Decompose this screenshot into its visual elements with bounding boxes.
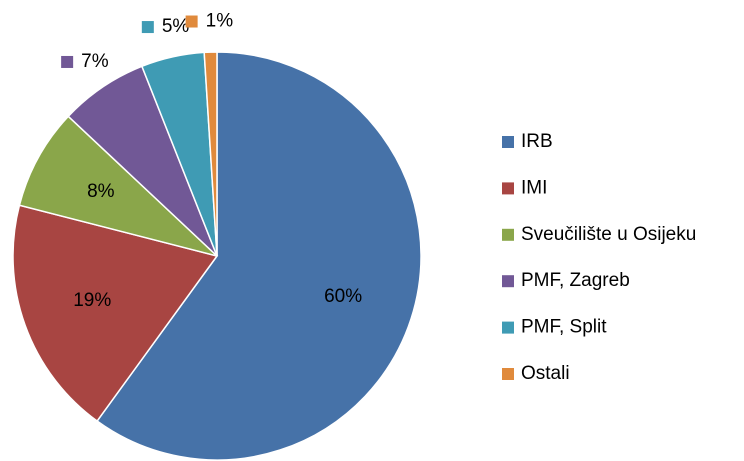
data-label: 7%	[81, 51, 109, 72]
legend-swatch	[502, 182, 514, 195]
legend-swatch	[502, 368, 514, 380]
label-marker	[61, 55, 74, 68]
data-label: 60%	[324, 286, 362, 307]
legend-swatch	[502, 275, 514, 288]
legend-swatch	[502, 136, 514, 148]
legend-label: IMI	[521, 177, 547, 198]
pie-slice	[203, 51, 218, 257]
data-label: 19%	[73, 290, 111, 311]
data-label: 8%	[87, 181, 115, 202]
legend-label: IRB	[521, 131, 553, 152]
legend-label: Ostali	[521, 363, 570, 384]
legend-swatch	[502, 228, 514, 241]
pie-slice	[18, 115, 218, 257]
legend-label: PMF, Zagreb	[521, 270, 630, 291]
label-marker	[141, 21, 154, 34]
legend-label: PMF, Split	[521, 317, 607, 338]
label-marker	[185, 15, 198, 28]
pie-slice	[12, 204, 219, 423]
pie-slice	[96, 51, 422, 461]
legend-swatch	[502, 321, 514, 334]
data-label: 1%	[206, 11, 234, 32]
legend-label: Sveučilište u Osijeku	[521, 224, 696, 245]
data-label: 5%	[162, 16, 190, 37]
